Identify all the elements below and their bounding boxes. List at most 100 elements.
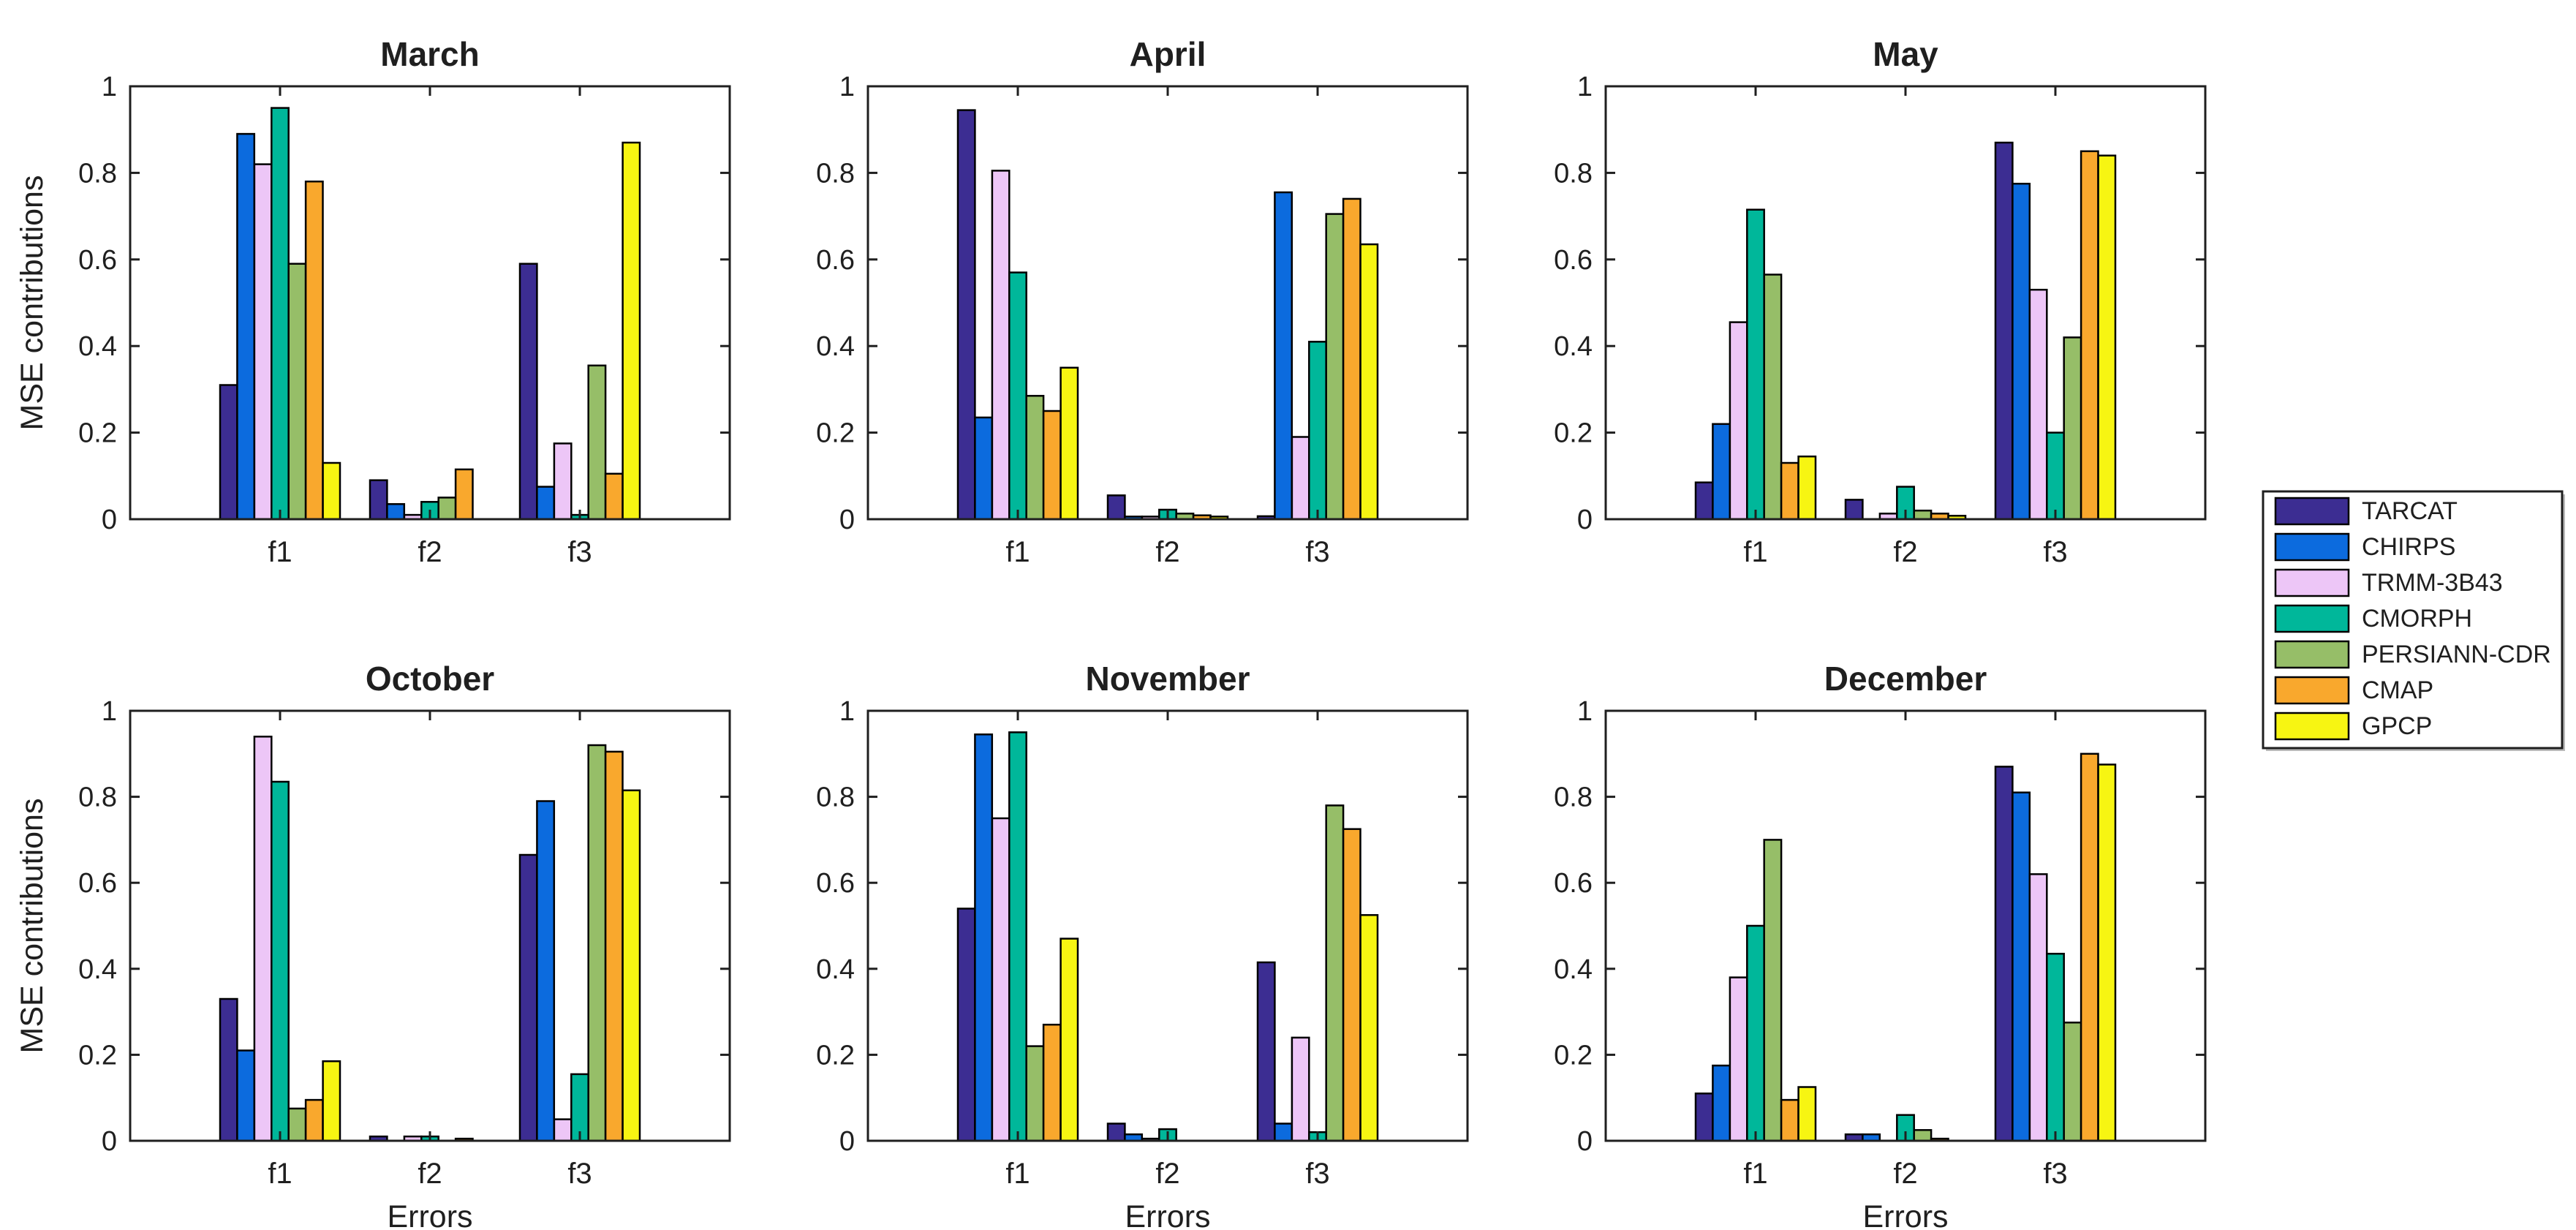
legend-swatch-chirps bbox=[2274, 532, 2350, 562]
y-tick-label: 0.6 bbox=[1554, 245, 1593, 276]
y-tick-label: 1 bbox=[839, 72, 855, 102]
legend-item-persiann-cdr: PERSIANN-CDR bbox=[2274, 640, 2551, 669]
bar-gpcp-f1 bbox=[1060, 366, 1079, 521]
bar-cmap-f1 bbox=[304, 1098, 324, 1142]
x-tick-label: f1 bbox=[1743, 1158, 1767, 1190]
x-tick-label: f2 bbox=[418, 1158, 442, 1190]
bar-chirps-f3 bbox=[2012, 182, 2031, 521]
legend-item-cmorph: CMORPH bbox=[2274, 604, 2472, 633]
x-tick-label: f3 bbox=[1305, 536, 1329, 568]
y-tick-label: 0.2 bbox=[816, 418, 855, 449]
bar-trmm-3b43-f3 bbox=[2028, 288, 2048, 521]
bar-cmap-f1 bbox=[1042, 1023, 1062, 1142]
x-tick-label: f1 bbox=[268, 536, 292, 568]
legend-label: TARCAT bbox=[2362, 497, 2458, 525]
bar-tarcat-f1 bbox=[956, 908, 976, 1142]
legend: TARCAT CHIRPS TRMM-3B43 CMORPH PERSIANN-CDR C… bbox=[2262, 490, 2565, 751]
bar-persiann-cdr-f2 bbox=[1913, 1129, 1933, 1142]
bar-tarcat-f1 bbox=[956, 109, 976, 521]
x-tick-label: f3 bbox=[2043, 1158, 2067, 1190]
bar-chirps-f2 bbox=[386, 503, 406, 521]
bar-tarcat-f2 bbox=[1106, 1123, 1126, 1142]
bar-tarcat-f3 bbox=[518, 263, 538, 521]
x-tick-label: f3 bbox=[1305, 1158, 1329, 1190]
y-tick-label: 0.8 bbox=[1554, 158, 1593, 189]
bar-persiann-cdr-f3 bbox=[1325, 213, 1345, 521]
legend-swatch-trmm-3b43 bbox=[2274, 568, 2350, 597]
subplot-april: 0 0.2 0.4 0.6 0.8 1 f1 f2 f3 April bbox=[816, 35, 1469, 568]
bar-persiann-cdr-f1 bbox=[1025, 1045, 1045, 1142]
bar-chirps-f1 bbox=[1712, 423, 1731, 521]
x-tick-label: f2 bbox=[418, 536, 442, 568]
bar-gpcp-f1 bbox=[1060, 937, 1079, 1142]
bar-persiann-cdr-f3 bbox=[587, 744, 607, 1142]
y-tick-label: 1 bbox=[1577, 72, 1593, 102]
y-tick-label: 0.8 bbox=[78, 782, 117, 813]
bar-persiann-cdr-f3 bbox=[2063, 1022, 2082, 1142]
y-tick-label: 0.2 bbox=[78, 1040, 117, 1071]
bar-trmm-3b43-f1 bbox=[991, 170, 1011, 521]
bar-cmorph-f3 bbox=[2046, 952, 2065, 1142]
legend-item-tarcat: TARCAT bbox=[2274, 497, 2458, 526]
legend-item-cmap: CMAP bbox=[2274, 676, 2433, 705]
subplot-december: 0 0.2 0.4 0.6 0.8 1 f1 f2 f3 December Errors bbox=[1554, 660, 2207, 1230]
bar-chirps-f1 bbox=[974, 416, 994, 521]
subplot-title: October bbox=[366, 660, 494, 698]
bar-cmorph-f1 bbox=[1746, 208, 1765, 521]
bar-cmap-f1 bbox=[304, 180, 324, 521]
y-tick-label: 0.8 bbox=[1554, 782, 1593, 813]
bar-cmap-f3 bbox=[2080, 752, 2099, 1142]
bar-trmm-3b43-f3 bbox=[1291, 1036, 1310, 1142]
bar-cmorph-f3 bbox=[2046, 431, 2065, 521]
bar-persiann-cdr-f1 bbox=[1025, 395, 1045, 521]
subplot-march: 0 0.2 0.4 0.6 0.8 1 f1 f2 f3 March MSE contributio… bbox=[15, 35, 731, 568]
bar-gpcp-f3 bbox=[2097, 763, 2117, 1142]
bar-cmap-f1 bbox=[1780, 461, 1799, 521]
y-axis-label: MSE contributions bbox=[15, 176, 50, 431]
plot-box bbox=[1604, 85, 2207, 521]
y-tick-label: 0.8 bbox=[816, 158, 855, 189]
bar-tarcat-f1 bbox=[219, 997, 238, 1142]
bar-cmap-f2 bbox=[454, 468, 474, 521]
x-tick-label: f2 bbox=[1155, 536, 1179, 568]
y-tick-label: 0 bbox=[102, 505, 117, 535]
bar-gpcp-f1 bbox=[1797, 1086, 1817, 1142]
legend-label: CHIRPS bbox=[2362, 533, 2455, 561]
bar-persiann-cdr-f3 bbox=[2063, 336, 2082, 521]
plot-box bbox=[129, 85, 731, 521]
bar-trmm-3b43-f3 bbox=[553, 1118, 573, 1142]
bar-persiann-cdr-f1 bbox=[287, 263, 307, 521]
legend-label: TRMM-3B43 bbox=[2362, 569, 2503, 597]
legend-item-chirps: CHIRPS bbox=[2274, 532, 2455, 562]
bar-trmm-3b43-f1 bbox=[253, 163, 273, 521]
bar-trmm-3b43-f1 bbox=[991, 817, 1011, 1142]
bar-gpcp-f1 bbox=[1797, 455, 1817, 521]
bar-tarcat-f2 bbox=[369, 479, 388, 521]
y-tick-label: 0.8 bbox=[78, 158, 117, 189]
y-tick-label: 0 bbox=[1577, 505, 1593, 535]
bar-chirps-f3 bbox=[1274, 1123, 1293, 1142]
y-tick-label: 0.4 bbox=[1554, 331, 1593, 362]
bar-trmm-3b43-f1 bbox=[1729, 321, 1748, 521]
bar-tarcat-f3 bbox=[1994, 766, 2014, 1142]
y-tick-label: 0.4 bbox=[78, 954, 117, 985]
bar-tarcat-f3 bbox=[1256, 961, 1276, 1142]
y-tick-label: 0.2 bbox=[1554, 1040, 1593, 1071]
bar-tarcat-f3 bbox=[1994, 141, 2014, 521]
legend-label: GPCP bbox=[2362, 712, 2432, 740]
bar-chirps-f3 bbox=[1274, 191, 1293, 521]
y-tick-label: 1 bbox=[1577, 696, 1593, 727]
legend-item-gpcp: GPCP bbox=[2274, 712, 2432, 741]
x-axis-label: Errors bbox=[1125, 1199, 1210, 1230]
bar-cmorph-f1 bbox=[271, 780, 290, 1142]
plot-box bbox=[866, 709, 1469, 1142]
bar-trmm-3b43-f3 bbox=[1291, 436, 1310, 521]
y-tick-label: 0.2 bbox=[78, 418, 117, 449]
y-axis-label: MSE contributions bbox=[15, 799, 50, 1054]
y-tick-label: 1 bbox=[102, 696, 117, 727]
subplot-title: November bbox=[1086, 660, 1250, 698]
x-tick-label: f1 bbox=[1005, 1158, 1030, 1190]
bar-cmap-f1 bbox=[1780, 1098, 1799, 1142]
